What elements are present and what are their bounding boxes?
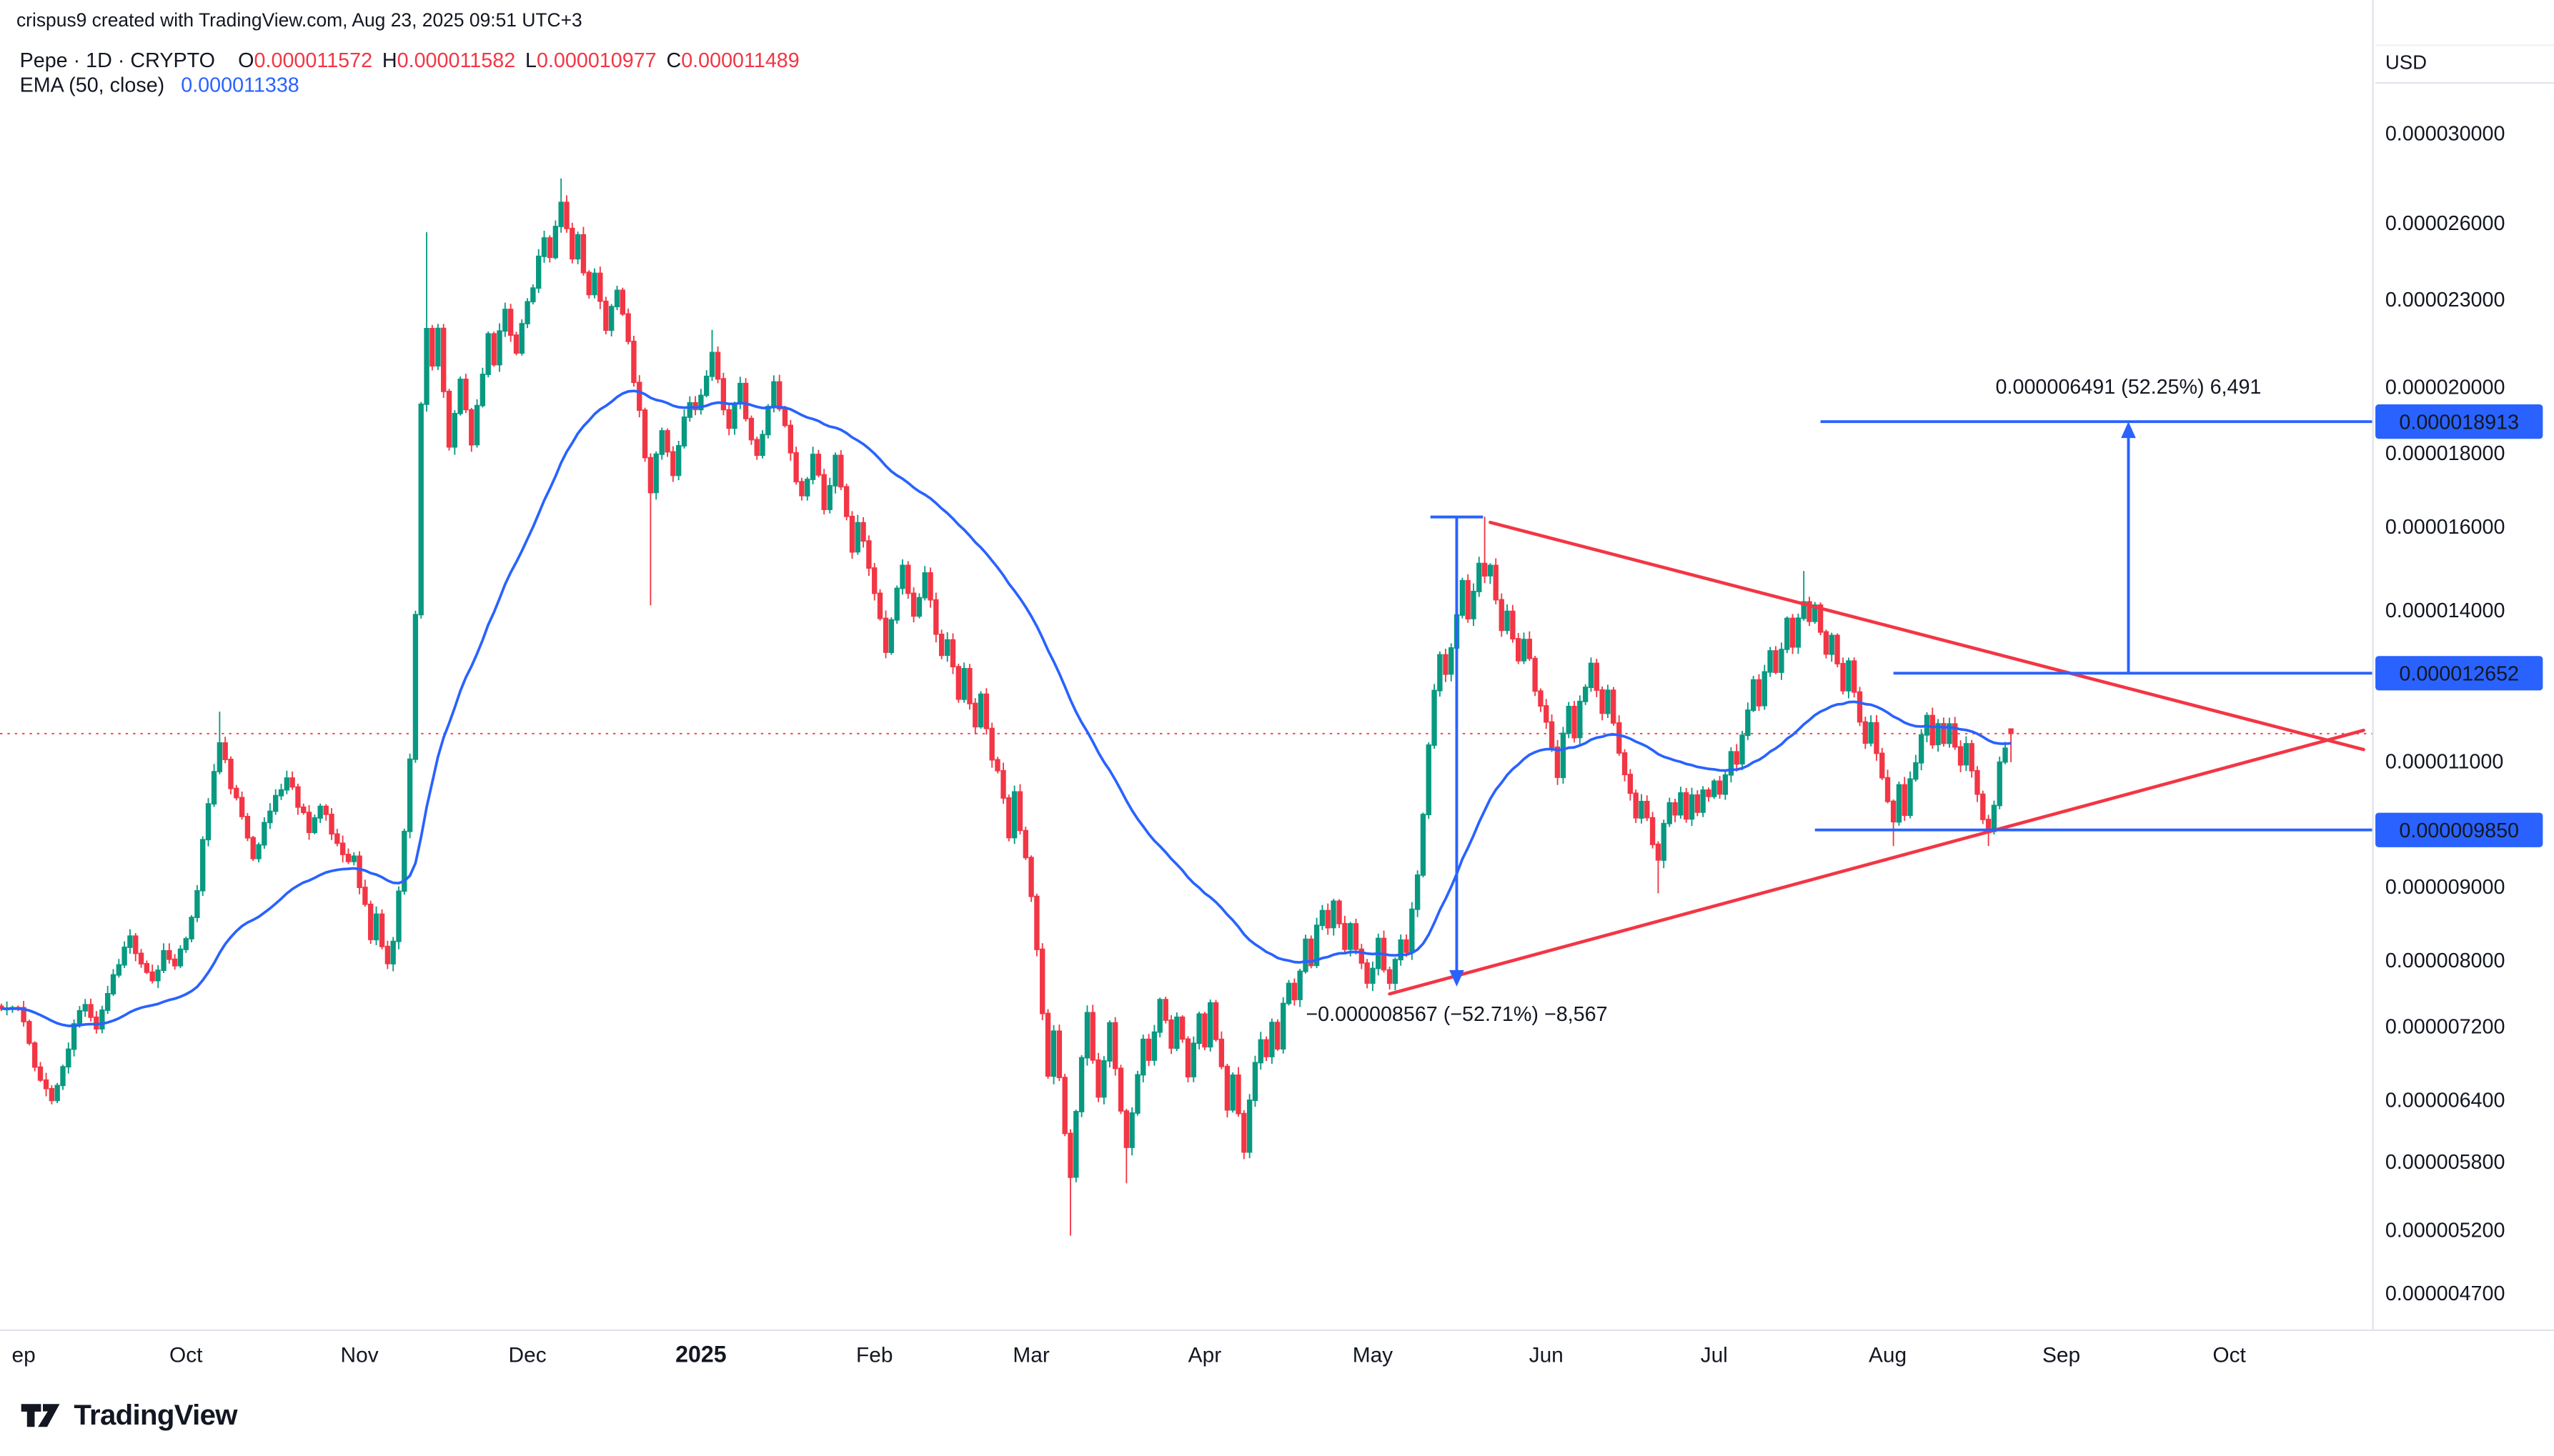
pane-borders xyxy=(0,0,2554,1332)
svg-text:0.000009850: 0.000009850 xyxy=(2399,819,2519,842)
price-tick-label: 0.000026000 xyxy=(2385,212,2505,235)
time-axis[interactable]: ep Oct Nov Dec 2025 Feb Mar Apr May Jun Jul Aug Sep O… xyxy=(11,1342,2246,1367)
triangle-lower-trendline xyxy=(1388,728,2365,996)
open-label: O xyxy=(238,49,254,73)
price-tick-label: 0.000014000 xyxy=(2385,599,2505,622)
time-tick-Sep: Sep xyxy=(2042,1344,2080,1367)
price-tick-label: 0.000018000 xyxy=(2385,442,2505,465)
time-tick-Dec: Dec xyxy=(509,1344,547,1367)
price-tick-label: 0.000011000 xyxy=(2385,750,2503,773)
price-tick-label: 0.000004700 xyxy=(2385,1282,2505,1305)
down-candles xyxy=(0,195,2014,1236)
price-badge-0.000009850: 0.000009850 xyxy=(2375,812,2543,847)
price-tick-label: 0.000023000 xyxy=(2385,289,2505,311)
svg-text:0.000018913: 0.000018913 xyxy=(2399,411,2519,434)
time-tick-Jun: Jun xyxy=(1529,1344,1564,1367)
down-arrowhead xyxy=(1449,969,1464,987)
attribution-text: crispus9 created with TradingView.com, A… xyxy=(16,11,582,31)
low-label: L xyxy=(525,49,537,73)
symmetrical-triangle-drawing[interactable] xyxy=(1388,520,2365,996)
price-badge-0.000012652: 0.000012652 xyxy=(2375,656,2543,691)
price-tick-label: 0.000020000 xyxy=(2385,377,2505,399)
time-tick-Feb: Feb xyxy=(856,1344,893,1367)
price-tick-label: 0.000030000 xyxy=(2385,122,2505,145)
svg-text:0.000012652: 0.000012652 xyxy=(2399,663,2519,686)
price-axis-currency: USD xyxy=(2385,51,2428,74)
triangle-upper-trendline xyxy=(1489,520,2365,752)
tradingview-logo-icon xyxy=(21,1404,60,1427)
price-tick-label: 0.000007200 xyxy=(2385,1016,2505,1039)
time-tick-Apr: Apr xyxy=(1188,1344,1222,1367)
time-tick-Aug: Aug xyxy=(1869,1344,1907,1367)
up-arrowhead xyxy=(2121,422,2136,439)
ema-indicator-value: 0.000011338 xyxy=(181,74,299,97)
time-tick-Nov: Nov xyxy=(341,1344,379,1367)
time-tick-Jul: Jul xyxy=(1701,1344,1728,1367)
candlestick-series xyxy=(0,178,2014,1236)
ema-indicator-name: EMA (50, close) xyxy=(19,74,165,97)
measure-down-label: −0.000008567 (−52.71%) −8,567 xyxy=(1306,1003,1607,1026)
open-value: 0.000011572 xyxy=(254,49,373,73)
symbol-title: Pepe · 1D · CRYPTO xyxy=(19,49,216,73)
price-tick-label: 0.000005800 xyxy=(2385,1151,2505,1174)
price-tick-label: 0.000016000 xyxy=(2385,516,2505,539)
ema-indicator-legend[interactable]: EMA (50, close) 0.000011338 xyxy=(20,74,299,96)
time-tick-Oct: Oct xyxy=(169,1344,203,1367)
close-label: C xyxy=(666,49,682,73)
time-tick-Mar: Mar xyxy=(1013,1344,1049,1367)
price-tick-label: 0.000006400 xyxy=(2385,1089,2505,1112)
horizontal-level-lines[interactable] xyxy=(1814,420,2372,832)
high-label: H xyxy=(382,49,397,73)
time-tick-May: May xyxy=(1353,1344,1393,1367)
ema-line xyxy=(1,389,2012,1027)
symbol-legend[interactable]: Pepe · 1D · CRYPTO O0.000011572 H0.0000115… xyxy=(20,49,800,72)
high-value: 0.000011582 xyxy=(397,49,516,73)
low-value: 0.000010977 xyxy=(536,49,657,73)
price-tick-label: 0.000009000 xyxy=(2385,876,2505,899)
measure-arrows[interactable]: −0.000008567 (−52.71%) −8,567 0.000006491… xyxy=(1306,376,2261,1026)
time-tick-Oct: Oct xyxy=(2212,1344,2246,1367)
tradingview-brand-text: TradingView xyxy=(74,1397,237,1431)
tradingview-watermark[interactable]: TradingView xyxy=(20,1393,238,1436)
price-axis[interactable]: 0.000030000 0.000026000 0.000023000 0.00002… xyxy=(2375,122,2543,1305)
measure-up-label: 0.000006491 (52.25%) 6,491 xyxy=(1996,376,2262,399)
up-candles xyxy=(4,178,2008,1182)
price-tick-label: 0.000008000 xyxy=(2385,949,2505,972)
ema-50-path xyxy=(1,389,2012,1027)
time-tick-2025: 2025 xyxy=(675,1342,727,1367)
price-badge-0.000018913: 0.000018913 xyxy=(2375,404,2543,439)
close-value: 0.000011489 xyxy=(681,49,800,73)
time-tick-ep: ep xyxy=(11,1344,35,1367)
price-tick-label: 0.000005200 xyxy=(2385,1220,2505,1242)
